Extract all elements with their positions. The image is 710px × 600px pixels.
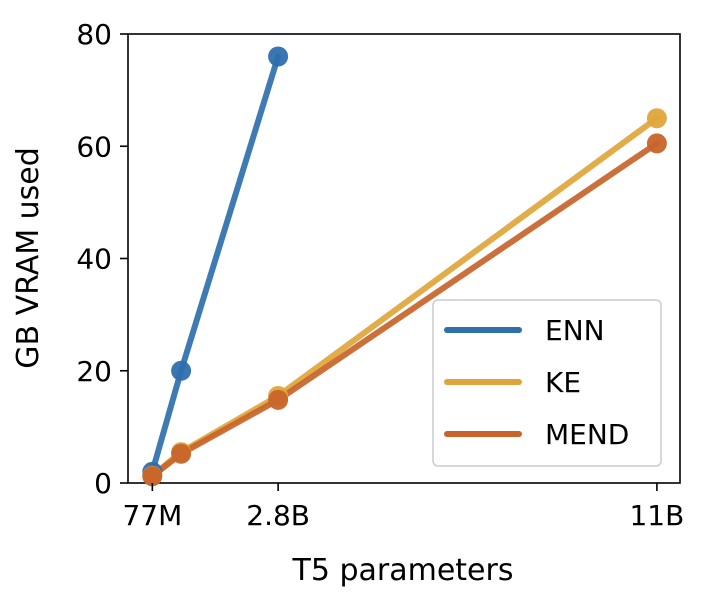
data-point-mend-1 <box>171 443 192 464</box>
x-tick-label-1: 2.8B <box>246 499 310 532</box>
data-point-mend-3 <box>646 133 667 154</box>
x-tick-label-0: 77M <box>122 499 182 532</box>
x-tick-label-2: 11B <box>629 499 684 532</box>
y-tick-label-60: 60 <box>76 130 112 163</box>
y-tick-label-20: 20 <box>76 355 112 388</box>
legend-label-enn: ENN <box>545 314 605 347</box>
y-tick-label-0: 0 <box>94 467 112 500</box>
data-point-ke-3 <box>646 108 667 129</box>
legend-label-ke: KE <box>545 366 581 399</box>
legend <box>432 299 662 467</box>
x-axis-title: T5 parameters <box>292 553 514 588</box>
y-tick-label-80: 80 <box>76 18 112 51</box>
y-axis-title: GB VRAM used <box>11 147 46 369</box>
legend-label-mend: MEND <box>545 418 629 451</box>
series-line-mend <box>149 140 660 480</box>
y-tick-label-40: 40 <box>76 243 112 276</box>
data-point-mend-0 <box>142 466 163 487</box>
data-point-enn-1 <box>171 360 192 381</box>
data-point-enn-2 <box>268 46 289 67</box>
data-point-mend-2 <box>268 389 289 410</box>
